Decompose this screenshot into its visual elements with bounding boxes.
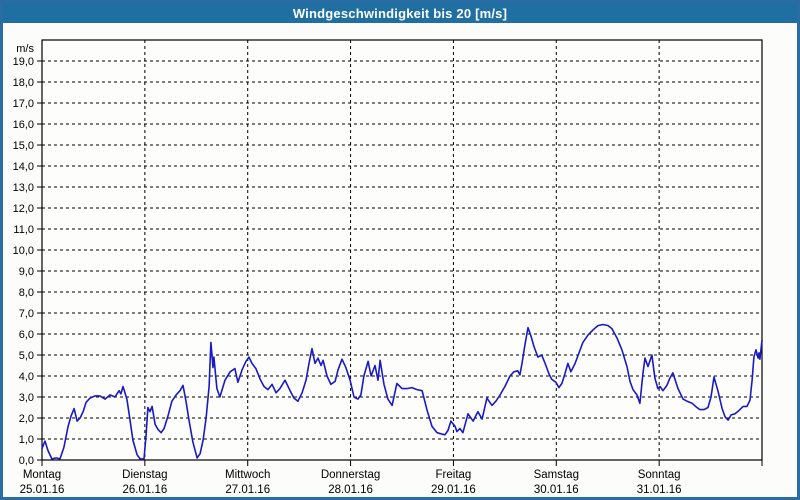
y-axis-label: 0,0 xyxy=(19,455,34,467)
wind-speed-chart: 0,0 1,0 2,0 3,0 4,0 5,0 6,0 7,0 8,0 9,0 10,0 11,0 12… xyxy=(13,39,763,496)
y-axis-label: 7,0 xyxy=(19,308,34,320)
x-axis-day-label: Sonntag xyxy=(638,469,681,481)
y-axis-label: 9,0 xyxy=(19,266,34,278)
wind-speed-line xyxy=(41,323,763,460)
x-axis-day-label: Samstag xyxy=(534,469,579,481)
y-axis-label: 13,0 xyxy=(13,182,34,194)
y-axis-label: 11,0 xyxy=(13,224,34,236)
window-title-bar: Windgeschwindigkeit bis 20 [m/s] xyxy=(3,3,797,23)
chart-title: Windgeschwindigkeit bis 20 [m/s] xyxy=(292,5,508,21)
x-axis-date-label: 29.01.16 xyxy=(431,484,476,496)
x-axis-day-label: Donnerstag xyxy=(321,469,380,481)
y-axis-label: 6,0 xyxy=(19,329,34,341)
x-axis-date-label: 28.01.16 xyxy=(328,484,373,496)
x-axis-day-label: Freitag xyxy=(436,469,472,481)
plot-border xyxy=(41,39,763,461)
y-axis-label: 19,0 xyxy=(13,56,34,68)
x-axis-day-label: Mittwoch xyxy=(225,469,270,481)
y-axis-label: 3,0 xyxy=(19,392,34,404)
x-axis-date-label: 27.01.16 xyxy=(225,484,270,496)
y-axis-label: 17,0 xyxy=(13,98,34,110)
y-axis-label: 2,0 xyxy=(19,413,34,425)
y-axis-label: 18,0 xyxy=(13,77,34,89)
y-axis-label: 5,0 xyxy=(19,350,34,362)
x-axis-date-label: 31.01.16 xyxy=(637,484,682,496)
x-axis-day-label: Dienstag xyxy=(122,469,167,481)
x-axis-date-label: 30.01.16 xyxy=(534,484,579,496)
y-axis-label: 10,0 xyxy=(13,245,34,257)
y-axis-label: 8,0 xyxy=(19,287,34,299)
y-axis-unit-label: m/s xyxy=(16,43,34,55)
x-axis-day-label: Montag xyxy=(23,469,61,481)
y-axis-label: 15,0 xyxy=(13,140,34,152)
x-axis-date-label: 26.01.16 xyxy=(122,484,167,496)
y-axis-label: 16,0 xyxy=(13,119,34,131)
y-axis-label: 14,0 xyxy=(13,161,34,173)
x-axis-date-label: 25.01.16 xyxy=(20,484,65,496)
y-axis-label: 1,0 xyxy=(19,434,34,446)
y-axis-label: 12,0 xyxy=(13,203,34,215)
y-axis-label: 4,0 xyxy=(19,371,34,383)
